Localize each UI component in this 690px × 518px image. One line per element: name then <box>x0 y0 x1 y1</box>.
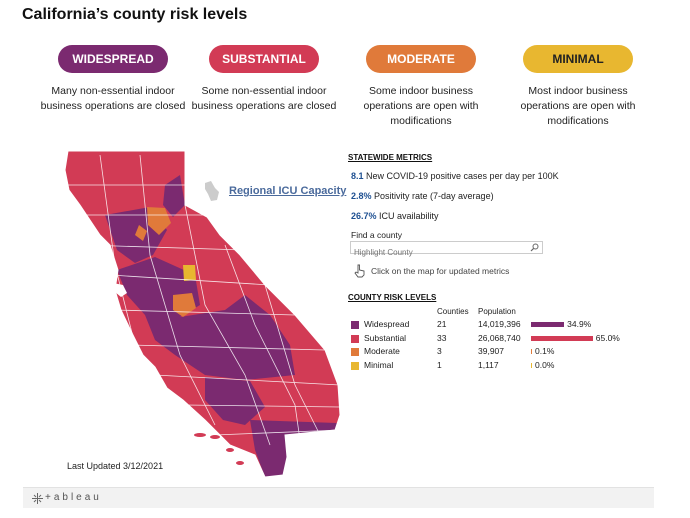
risk-level-label: Substantial <box>364 332 407 343</box>
county-search-input[interactable] <box>351 247 524 258</box>
metric-icu: 26.7% ICU availability <box>351 211 439 221</box>
tableau-footer: +ableau <box>23 487 654 508</box>
population-share-label: 0.1% <box>535 346 555 356</box>
channel-island <box>194 433 206 437</box>
population-share-bar <box>531 335 593 341</box>
channel-island <box>226 448 234 452</box>
risk-level-label: Widespread <box>364 319 410 329</box>
minimal-tier-badge: MINIMAL <box>523 45 633 73</box>
population-share-bar <box>531 349 532 354</box>
last-updated-label: Last Updated 3/12/2021 <box>67 461 164 471</box>
population-share-bar <box>531 322 565 327</box>
channel-island <box>236 461 244 465</box>
metric-cases: 8.1 New COVID-19 positive cases per day … <box>351 171 559 181</box>
widespread-description: Many non-essential indoor business opera… <box>40 85 186 112</box>
sf-bay <box>113 283 127 297</box>
county-count: 1 <box>437 359 442 370</box>
risk-level-label: Moderate <box>364 346 400 356</box>
widespread-tier-badge: WIDESPREAD <box>58 45 168 73</box>
moderate-description: Some indoor business operations are open… <box>363 85 479 127</box>
california-county-map[interactable] <box>55 145 345 480</box>
page-title: California’s county risk levels <box>22 6 248 23</box>
population-share-label: 34.9% <box>567 319 592 329</box>
population-value: 1,117 <box>478 359 499 370</box>
search-icon[interactable] <box>530 243 539 252</box>
county-count: 3 <box>437 346 442 356</box>
county-count: 21 <box>437 319 447 329</box>
risk-swatch <box>351 348 359 356</box>
channel-island <box>210 435 220 439</box>
county-search-box[interactable] <box>350 241 543 258</box>
population-value: 26,068,740 <box>478 332 521 343</box>
population-column-header: Population <box>478 307 516 316</box>
population-share-label: 0.0% <box>535 359 555 370</box>
moderate-county[interactable] <box>173 293 196 317</box>
substantial-description: Some non-essential indoor business opera… <box>191 85 337 112</box>
population-share-label: 65.0% <box>595 332 620 343</box>
metric-positivity: 2.8% Positivity rate (7-day average) <box>351 191 494 201</box>
moderate-county[interactable] <box>147 207 171 235</box>
widespread-county[interactable] <box>145 295 295 380</box>
risk-swatch <box>351 334 359 343</box>
moderate-tier-badge: MODERATE <box>366 45 476 73</box>
counties-column-header: Counties <box>437 307 469 316</box>
hand-pointer-icon <box>354 264 365 278</box>
click-map-hint: Click on the map for updated metrics <box>354 264 509 280</box>
find-county-label: Find a county <box>351 230 403 240</box>
population-value: 39,907 <box>478 346 504 356</box>
population-share-bar <box>531 362 532 368</box>
county-count: 33 <box>437 332 447 343</box>
risk-swatch <box>351 361 359 370</box>
risk-swatch <box>351 321 359 329</box>
regional-icu-capacity-link[interactable]: Regional ICU Capacity <box>229 185 347 197</box>
tableau-logo-icon[interactable] <box>32 493 43 504</box>
widespread-county[interactable] <box>250 420 337 477</box>
tableau-wordmark[interactable]: +ableau <box>45 492 102 503</box>
population-value: 14,019,396 <box>478 319 521 329</box>
county-risk-levels-heading: COUNTY RISK LEVELS <box>348 293 437 302</box>
pointing-hand-icon <box>205 181 219 201</box>
risk-level-label: Minimal <box>364 359 394 370</box>
substantial-tier-badge: SUBSTANTIAL <box>209 45 319 73</box>
moderate-county[interactable] <box>135 225 147 241</box>
statewide-metrics-heading: STATEWIDE METRICS <box>348 153 433 162</box>
widespread-county[interactable] <box>163 175 185 217</box>
minimal-description: Most indoor business operations are open… <box>520 85 636 127</box>
minimal-county[interactable] <box>183 265 196 281</box>
